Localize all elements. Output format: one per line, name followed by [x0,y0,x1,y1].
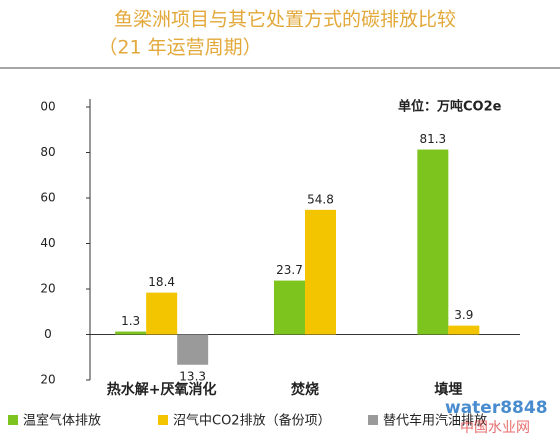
bar [448,325,480,335]
bar [146,292,178,335]
watermark: 中国水业网 [460,420,530,436]
legend-label: 替代车用汽油排放 [383,413,487,429]
x-tick-label: 填埋 [434,381,462,398]
watermark: water8848 [445,398,548,418]
bar [417,149,449,335]
y-tick-label: 20 [40,373,55,387]
y-tick-label: 0 [44,327,52,341]
legend-swatch [8,415,18,425]
chart-subtitle: （21 年运营周期） [98,37,261,59]
legend-swatch [158,415,168,425]
bar [115,331,147,335]
data-label: 1.3 [121,314,140,328]
y-tick-label: 20 [40,282,55,296]
data-label: 54.8 [307,192,334,206]
y-tick-label: 60 [40,191,55,205]
data-label: 13.3 [179,369,206,383]
y-tick-label: 00 [40,100,55,114]
legend-label: 沼气中CO2排放（备份项） [173,413,331,429]
bar [274,280,305,335]
x-tick-label: 热水解+厌氧消化 [107,381,217,398]
bar [177,334,209,365]
data-label: 23.7 [276,263,303,277]
data-label: 3.9 [454,308,473,322]
data-label: 81.3 [419,132,446,146]
y-tick-label: 80 [40,145,55,159]
data-label: 18.4 [148,275,175,289]
y-tick-label: 40 [40,236,55,250]
unit-label: 单位：万吨CO2e [398,99,502,115]
x-tick-label: 焚烧 [290,381,319,398]
legend-swatch [368,415,378,425]
legend-label: 温室气体排放 [23,413,101,429]
chart-title: 鱼梁洲项目与其它处置方式的碳排放比较 [114,9,456,31]
bar [305,209,336,335]
